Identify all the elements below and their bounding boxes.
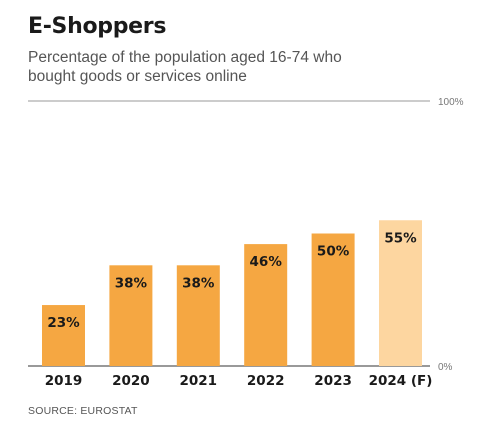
y-tick-label-top: 100%: [438, 97, 464, 108]
data-label: 38%: [115, 275, 148, 291]
category-label: 2023: [314, 373, 352, 389]
data-label: 55%: [384, 230, 417, 246]
category-label: 2024 (F): [369, 373, 433, 389]
data-label: 23%: [47, 315, 80, 331]
category-label: 2021: [180, 373, 218, 389]
bar-2024-f: [379, 220, 422, 366]
category-label: 2019: [45, 373, 83, 389]
bar-2020: [109, 265, 153, 366]
bar-2022: [244, 244, 288, 366]
bar-2023: [311, 233, 355, 366]
bar-2021: [176, 265, 220, 366]
y-tick-label-bottom: 0%: [438, 362, 453, 373]
data-label: 38%: [182, 275, 215, 291]
chart-subtitle: Percentage of the population aged 16-74 …: [28, 49, 342, 85]
bar-2019: [42, 305, 85, 366]
category-label: 2020: [112, 373, 150, 389]
source-note: SOURCE: EUROSTAT: [28, 405, 138, 417]
chart-title: E-Shoppers: [28, 14, 167, 39]
data-label: 46%: [250, 254, 283, 270]
data-label: 50%: [317, 244, 350, 260]
category-label: 2022: [247, 373, 285, 389]
